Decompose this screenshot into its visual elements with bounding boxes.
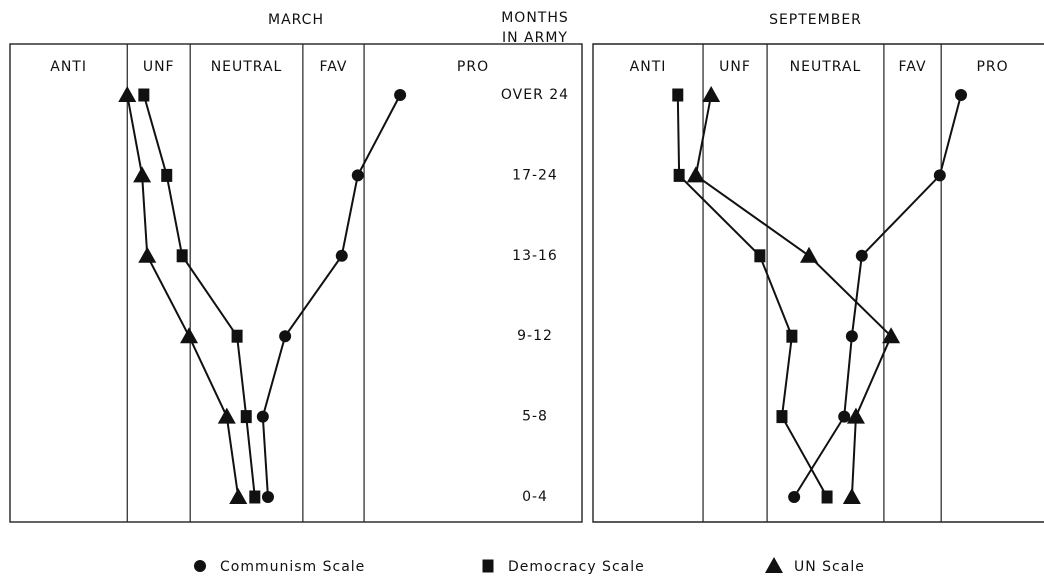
circle-marker [394, 89, 407, 101]
circle-marker [955, 89, 968, 101]
legend-marker [482, 559, 494, 573]
square-marker [821, 490, 833, 504]
square-marker [161, 168, 173, 182]
band-label: NEUTRAL [211, 59, 283, 75]
band-label: UNF [143, 59, 175, 75]
month-label: 9-12 [517, 328, 553, 344]
band-label: ANTI [50, 59, 87, 75]
series-line [676, 94, 828, 498]
series-line [793, 94, 962, 498]
band-label: NEUTRAL [790, 59, 862, 75]
series-line [694, 94, 893, 498]
circle-marker [845, 330, 858, 343]
left-panel-frame [9, 43, 583, 523]
circle-marker [279, 330, 292, 343]
month-label: 5-8 [522, 409, 548, 425]
band-label: FAV [319, 59, 347, 75]
triangle-marker [217, 407, 236, 424]
circle-marker [351, 169, 364, 182]
square-marker [240, 410, 252, 424]
triangle-marker [118, 86, 137, 102]
series-line [126, 94, 240, 498]
right-panel-frame [592, 43, 1044, 523]
circle-marker [933, 169, 946, 182]
band-label: ANTI [630, 59, 667, 75]
panel-title: MARCH [268, 12, 324, 28]
square-marker [786, 329, 798, 343]
band-label: PRO [457, 59, 489, 75]
circle-marker [788, 491, 801, 503]
series-line [261, 94, 401, 498]
square-marker [776, 410, 788, 424]
triangle-marker [229, 488, 248, 504]
band-label: PRO [976, 59, 1008, 75]
panel-title: SEPTEMBER [769, 12, 862, 28]
triangle-marker [180, 327, 199, 344]
triangle-marker [702, 86, 721, 102]
triangle-marker [133, 166, 152, 183]
circle-marker [261, 491, 274, 503]
band-label: UNF [719, 59, 751, 75]
circle-marker [855, 249, 868, 262]
band-label: FAV [899, 59, 927, 75]
square-marker [673, 168, 685, 182]
triangle-marker [882, 327, 901, 344]
circle-marker [335, 249, 348, 262]
legend-marker [765, 557, 783, 573]
series-line [142, 94, 256, 498]
square-marker [754, 249, 766, 263]
month-label: 17-24 [512, 167, 558, 183]
months-axis-title: IN ARMY [502, 30, 568, 46]
square-marker [231, 329, 243, 343]
months-axis-title: MONTHS [501, 10, 569, 26]
legend-label: Communism Scale [220, 559, 365, 575]
triangle-marker [800, 246, 819, 263]
legend-marker [194, 560, 206, 572]
triangle-marker [846, 407, 865, 424]
square-marker [249, 490, 261, 504]
triangle-marker [138, 246, 157, 263]
month-label: 13-16 [512, 248, 558, 264]
circle-marker [256, 410, 269, 423]
legend-label: UN Scale [794, 559, 865, 575]
circle-marker [838, 410, 851, 423]
triangle-marker [842, 488, 861, 504]
square-marker [176, 249, 188, 263]
legend-label: Democracy Scale [508, 559, 645, 575]
square-marker [138, 88, 150, 102]
month-label: 0-4 [522, 489, 548, 505]
triangle-marker [686, 166, 705, 183]
square-marker [672, 88, 684, 102]
month-label: OVER 24 [501, 87, 569, 103]
